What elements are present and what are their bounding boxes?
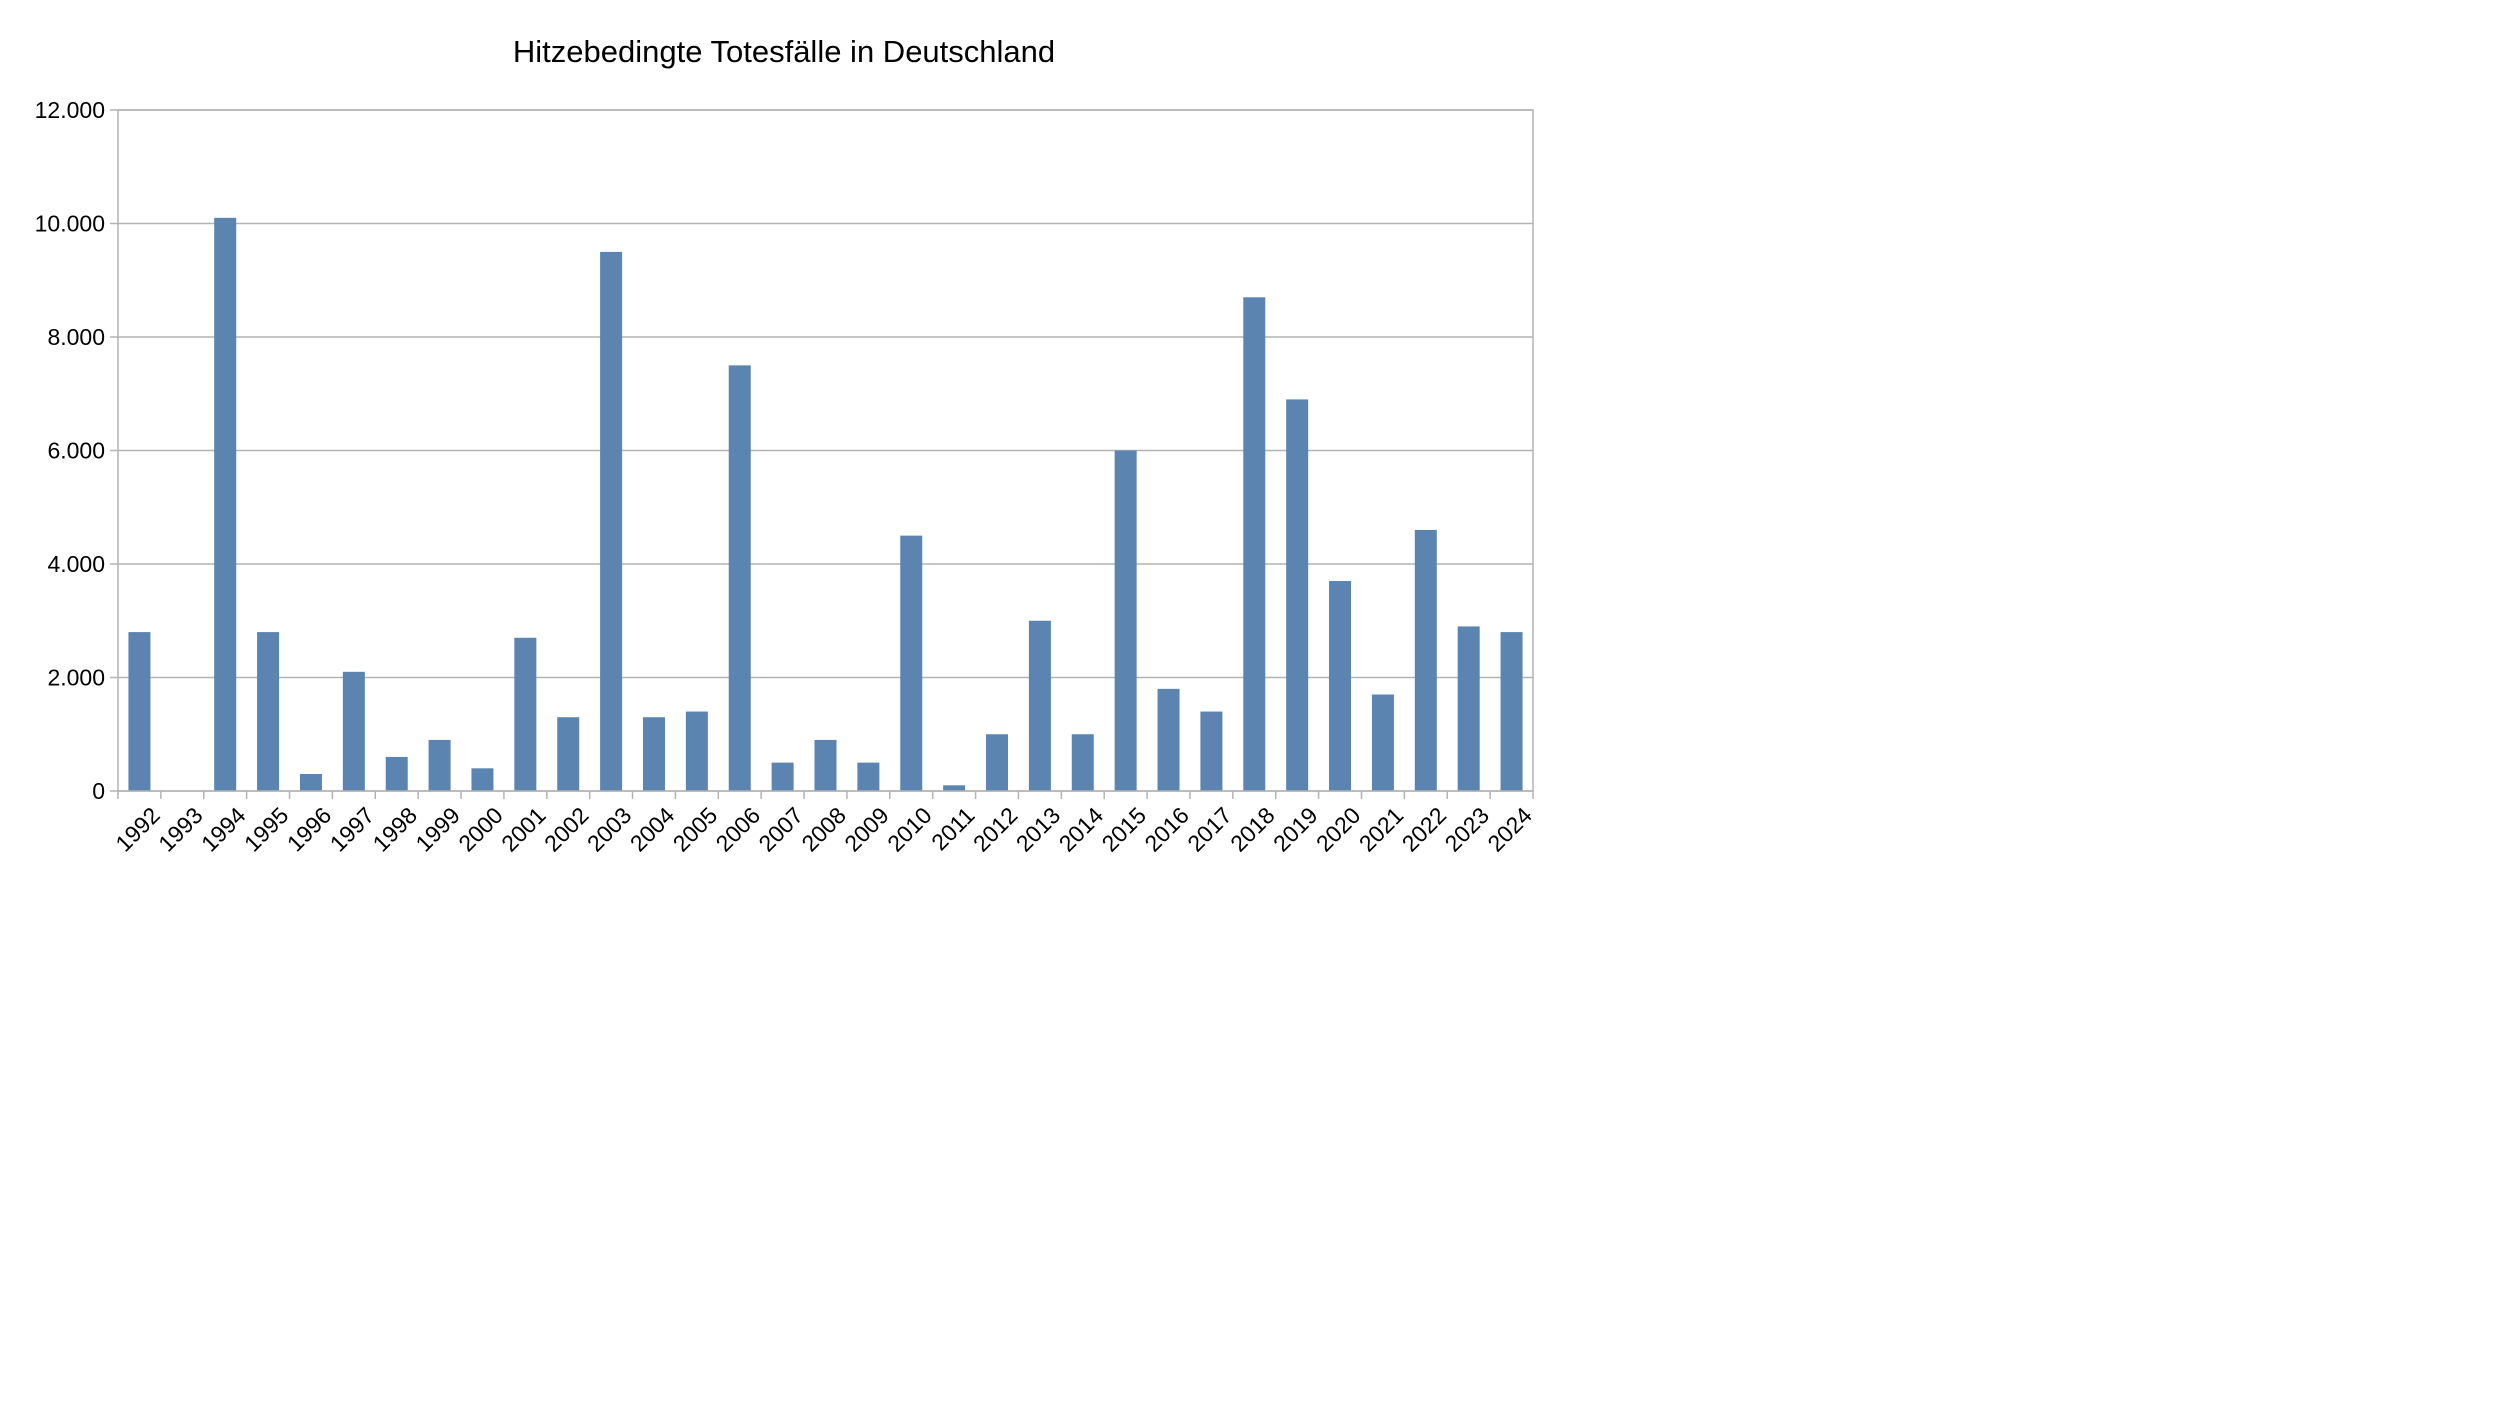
x-tick-label: 1998	[368, 802, 423, 857]
y-tick-label: 6.000	[47, 438, 105, 464]
y-tick-label: 10.000	[35, 211, 105, 237]
y-tick-label: 0	[92, 778, 105, 804]
bar-2009	[857, 762, 880, 791]
x-tick-label: 2024	[1482, 802, 1537, 857]
x-tick-label: 2012	[968, 802, 1023, 857]
plot-frame	[117, 109, 1534, 792]
bar-2018	[1243, 297, 1266, 791]
x-tick-label: 2023	[1440, 802, 1495, 857]
x-tick-label: 2016	[1139, 802, 1194, 857]
x-tick-label: 2005	[668, 802, 723, 857]
x-tick-label: 1996	[282, 802, 337, 857]
y-tick-label: 2.000	[47, 665, 105, 691]
bar-2020	[1329, 581, 1352, 791]
x-tick-label: 2002	[539, 802, 594, 857]
x-tick-label: 1993	[153, 802, 208, 857]
x-tick-label: 2013	[1011, 802, 1066, 857]
bar-2024	[1500, 632, 1523, 791]
bar-2013	[1028, 620, 1051, 791]
x-tick-label: 1999	[410, 802, 465, 857]
gridlines	[118, 109, 1533, 792]
bar-2002	[557, 717, 580, 791]
bar-1997	[342, 671, 365, 791]
y-tick-label: 4.000	[47, 551, 105, 577]
x-tick-label: 2019	[1268, 802, 1323, 857]
x-tick-label: 2011	[926, 802, 979, 855]
bar-2022	[1414, 529, 1437, 791]
bar-2023	[1457, 626, 1480, 791]
bar-2003	[600, 251, 623, 791]
x-tick-label: 2006	[711, 802, 766, 857]
bar-2010	[900, 535, 923, 791]
x-tick-label: 1995	[239, 802, 294, 857]
x-tick-label: 2014	[1054, 802, 1109, 857]
x-tick-label: 2001	[496, 802, 551, 857]
bar-2000	[471, 768, 494, 791]
y-tick-label: 8.000	[47, 324, 105, 350]
x-tick-label: 2022	[1397, 802, 1452, 857]
y-tick-label: 12.000	[35, 97, 105, 123]
bar-2005	[685, 711, 708, 791]
bar-2011	[943, 785, 966, 791]
bar-2008	[814, 739, 837, 791]
bar-2017	[1200, 711, 1223, 791]
x-tick-label: 2015	[1096, 802, 1151, 857]
x-tick-label: 2020	[1311, 802, 1366, 857]
x-tick-label: 2010	[882, 802, 937, 857]
x-tick-label: 2021	[1354, 802, 1409, 857]
bar-2001	[514, 637, 537, 791]
bar-1992	[128, 632, 151, 791]
bars	[128, 217, 1523, 791]
bar-2016	[1157, 688, 1180, 791]
chart-title: Hitzebedingte Totesfälle in Deutschland	[513, 34, 1055, 69]
x-axis-tick-labels: 1992199319941995199619971998199920002001…	[110, 802, 1537, 857]
bar-1995	[257, 632, 280, 791]
bar-2007	[771, 762, 794, 791]
x-tick-label: 2018	[1225, 802, 1280, 857]
x-tick-label: 1997	[325, 802, 380, 857]
bar-2014	[1071, 734, 1094, 791]
x-tick-label: 1992	[110, 802, 165, 857]
bar-2006	[728, 365, 751, 791]
bar-1996	[299, 773, 322, 791]
x-tick-label: 2003	[582, 802, 637, 857]
bar-2015	[1114, 450, 1137, 791]
bar-2012	[986, 734, 1009, 791]
x-tick-label: 2007	[753, 802, 808, 857]
x-tick-label: 2008	[796, 802, 851, 857]
bar-1999	[428, 739, 451, 791]
bar-2004	[642, 717, 665, 791]
bar-2021	[1371, 694, 1394, 791]
bar-1998	[385, 756, 408, 791]
x-tick-label: 2017	[1182, 802, 1237, 857]
axes	[110, 109, 1534, 799]
bar-2019	[1286, 399, 1309, 791]
x-tick-label: 2009	[839, 802, 894, 857]
y-axis-tick-labels: 0 2.000 4.000 6.000 8.000 10.000 12.000	[35, 97, 105, 804]
x-tick-label: 1994	[196, 802, 251, 857]
x-tick-label: 2004	[625, 802, 680, 857]
chart: Hitzebedingte Totesfälle in Deutschland …	[35, 34, 1537, 857]
x-tick-label: 2000	[453, 802, 508, 857]
bar-1994	[214, 217, 237, 791]
